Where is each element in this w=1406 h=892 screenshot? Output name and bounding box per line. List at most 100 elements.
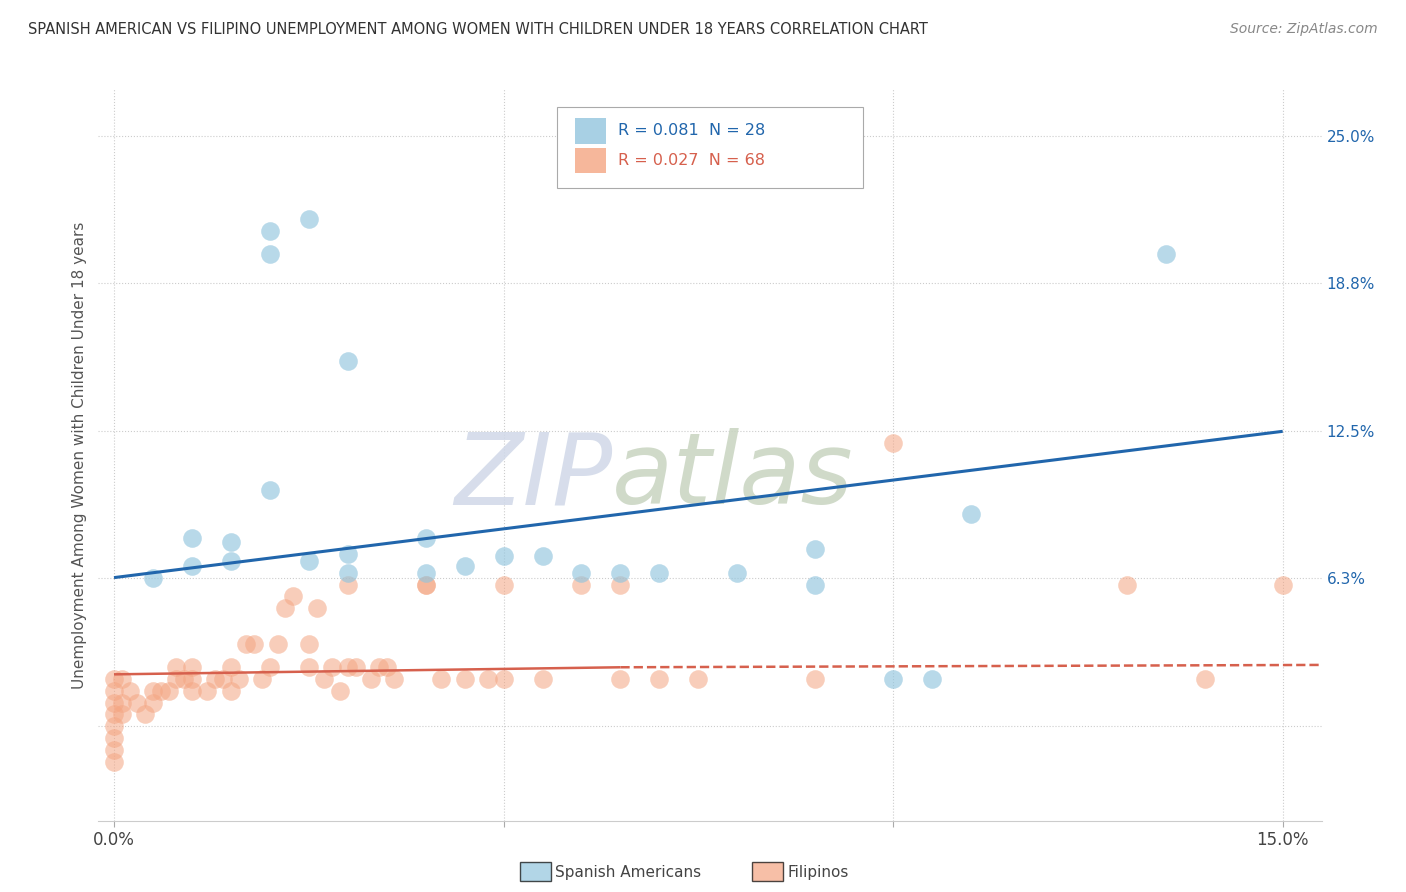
Point (571, 577, 593, 591)
Point (103, 743, 125, 757)
Point (804, 542, 827, 557)
Point (219, 554, 242, 568)
Point (492, 672, 515, 686)
Y-axis label: Unemployment Among Women with Children Under 18 years: Unemployment Among Women with Children U… (72, 221, 87, 689)
Point (336, 660, 359, 674)
Point (259, 660, 281, 674)
Text: Filipinos: Filipinos (787, 865, 849, 880)
Point (103, 731, 125, 745)
Point (531, 672, 554, 686)
Point (609, 566, 631, 580)
Point (180, 684, 202, 698)
Point (149, 684, 172, 698)
Point (298, 660, 321, 674)
Point (298, 211, 321, 226)
Point (336, 547, 359, 561)
Point (960, 507, 983, 521)
Point (219, 660, 242, 674)
Point (384, 672, 406, 686)
Point (367, 660, 389, 674)
Point (492, 549, 515, 564)
Point (804, 577, 827, 591)
FancyBboxPatch shape (557, 108, 863, 188)
Point (103, 684, 125, 698)
Point (415, 531, 437, 545)
Point (111, 696, 134, 710)
Point (165, 660, 187, 674)
Point (477, 672, 499, 686)
Point (453, 558, 475, 573)
Point (235, 637, 257, 651)
Point (228, 672, 250, 686)
Point (329, 684, 352, 698)
Text: R = 0.027  N = 68: R = 0.027 N = 68 (619, 153, 765, 169)
Text: atlas: atlas (612, 428, 853, 525)
Point (219, 535, 242, 549)
Point (127, 696, 149, 710)
Point (921, 672, 943, 686)
Point (103, 672, 125, 686)
Point (180, 558, 202, 573)
Text: Spanish Americans: Spanish Americans (555, 865, 702, 880)
FancyBboxPatch shape (575, 119, 606, 145)
Point (118, 684, 141, 698)
Point (688, 672, 710, 686)
Point (648, 672, 671, 686)
Point (725, 566, 748, 580)
Point (134, 707, 156, 722)
Point (453, 672, 475, 686)
Point (415, 577, 437, 591)
Point (219, 684, 242, 698)
Point (314, 672, 336, 686)
Point (212, 672, 235, 686)
Point (344, 660, 367, 674)
Point (336, 353, 359, 368)
FancyBboxPatch shape (575, 148, 606, 173)
Point (430, 672, 453, 686)
Point (609, 672, 631, 686)
Point (415, 566, 437, 580)
Point (321, 660, 343, 674)
Point (266, 637, 288, 651)
Point (336, 566, 359, 580)
Point (103, 719, 125, 733)
Point (360, 672, 382, 686)
Point (283, 590, 305, 604)
Point (1194, 672, 1216, 686)
Text: Source: ZipAtlas.com: Source: ZipAtlas.com (1230, 22, 1378, 37)
Point (531, 549, 554, 564)
Point (804, 672, 827, 686)
Point (180, 660, 202, 674)
Point (492, 577, 515, 591)
Text: R = 0.081  N = 28: R = 0.081 N = 28 (619, 123, 765, 138)
Point (173, 672, 195, 686)
Point (1115, 577, 1137, 591)
Point (197, 684, 219, 698)
Point (259, 224, 281, 238)
Point (571, 566, 593, 580)
Point (103, 696, 125, 710)
Point (415, 577, 437, 591)
Point (243, 637, 266, 651)
Point (882, 672, 904, 686)
Point (165, 672, 187, 686)
Point (111, 672, 134, 686)
Point (157, 684, 180, 698)
Point (142, 684, 165, 698)
Point (180, 672, 202, 686)
Point (1154, 247, 1177, 261)
Point (298, 637, 321, 651)
Point (250, 672, 273, 686)
Point (103, 707, 125, 722)
Point (111, 707, 134, 722)
Point (298, 554, 321, 568)
Point (375, 660, 398, 674)
Point (882, 436, 904, 450)
Point (142, 571, 165, 585)
Point (274, 601, 297, 615)
Point (648, 566, 671, 580)
Point (259, 247, 281, 261)
Point (180, 531, 202, 545)
Point (1271, 577, 1294, 591)
Point (103, 755, 125, 769)
